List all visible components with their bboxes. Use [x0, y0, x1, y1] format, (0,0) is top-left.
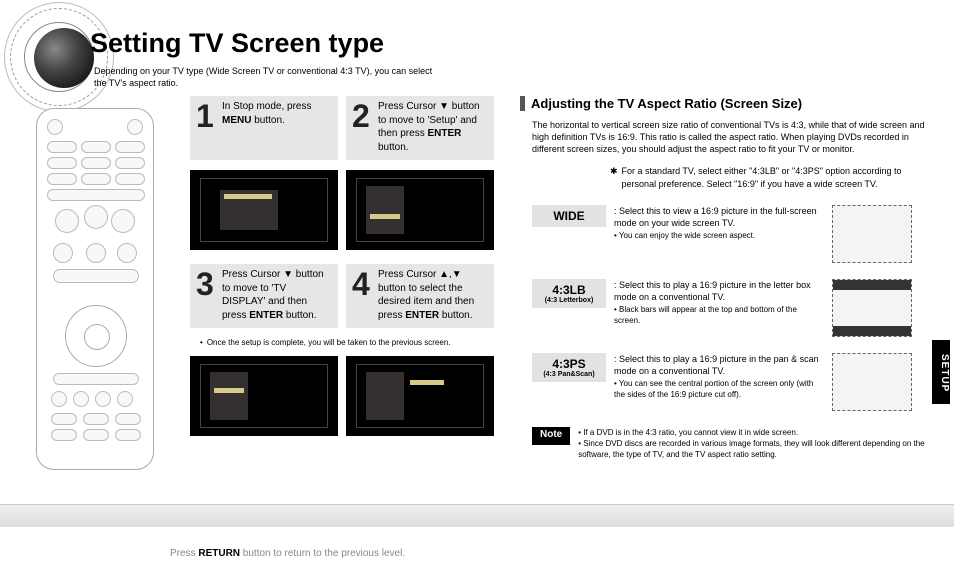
step-2-num: 2 [352, 100, 374, 154]
option-wide-desc: : Select this to view a 16:9 picture in … [614, 205, 824, 242]
note-label: Note [532, 427, 570, 445]
screenshot-2 [346, 170, 494, 250]
step-1-box: 1 In Stop mode, press MENU button. [190, 96, 338, 160]
side-tab-setup: SETUP [932, 340, 950, 404]
option-43lb-row: 4:3LB (4:3 Letterbox) : Select this to p… [532, 279, 930, 337]
step-3-text: Press Cursor ▼ button to move to 'TV DIS… [222, 268, 332, 322]
option-wide-label: WIDE [532, 205, 606, 227]
option-43ps-row: 4:3PS (4:3 Pan&Scan) : Select this to pl… [532, 353, 930, 411]
adjust-title: Adjusting the TV Aspect Ratio (Screen Si… [520, 96, 930, 111]
step-4-num: 4 [352, 268, 374, 322]
adjust-paragraph: The horizontal to vertical screen size r… [532, 119, 930, 155]
option-43lb-desc: : Select this to play a 16:9 picture in … [614, 279, 824, 327]
screenshot-3 [190, 356, 338, 436]
step-footnote: •Once the setup is complete, you will be… [200, 338, 496, 348]
step-1-num: 1 [196, 100, 218, 154]
subtitle-line1: Depending on your TV type (Wide Screen T… [94, 66, 432, 76]
option-43lb-thumb [832, 279, 912, 337]
page-title: Setting TV Screen type [90, 28, 384, 59]
option-43ps-thumb [832, 353, 912, 411]
note-text: • If a DVD is in the 4:3 ratio, you cann… [578, 427, 930, 461]
bottom-band [0, 504, 954, 527]
adjust-star-note: ✱ For a standard TV, select either "4:3L… [610, 165, 930, 190]
subtitle-line2: the TV's aspect ratio. [94, 78, 178, 88]
note-box: Note • If a DVD is in the 4:3 ratio, you… [532, 427, 930, 461]
page-subtitle: Depending on your TV type (Wide Screen T… [94, 66, 494, 89]
star-icon: ✱ [610, 165, 618, 190]
step-4-text: Press Cursor ▲,▼ button to select the de… [378, 268, 488, 322]
step-1-text: In Stop mode, press MENU button. [222, 100, 332, 154]
option-43ps-label: 4:3PS (4:3 Pan&Scan) [532, 353, 606, 382]
screenshot-1 [190, 170, 338, 250]
bottom-return-text: Press RETURN button to return to the pre… [170, 548, 405, 559]
option-43lb-label: 4:3LB (4:3 Letterbox) [532, 279, 606, 308]
screenshot-4 [346, 356, 494, 436]
option-43ps-desc: : Select this to play a 16:9 picture in … [614, 353, 824, 401]
step-3-box: 3 Press Cursor ▼ button to move to 'TV D… [190, 264, 338, 328]
remote-control-illustration [36, 108, 154, 470]
adjust-section: Adjusting the TV Aspect Ratio (Screen Si… [520, 96, 930, 460]
step-2-box: 2 Press Cursor ▼ button to move to 'Setu… [346, 96, 494, 160]
option-wide-thumb [832, 205, 912, 263]
step-3-num: 3 [196, 268, 218, 322]
step-4-box: 4 Press Cursor ▲,▼ button to select the … [346, 264, 494, 328]
option-wide-row: WIDE : Select this to view a 16:9 pictur… [532, 205, 930, 263]
step-2-text: Press Cursor ▼ button to move to 'Setup'… [378, 100, 488, 154]
steps-column: 1 In Stop mode, press MENU button. 2 Pre… [190, 96, 500, 450]
